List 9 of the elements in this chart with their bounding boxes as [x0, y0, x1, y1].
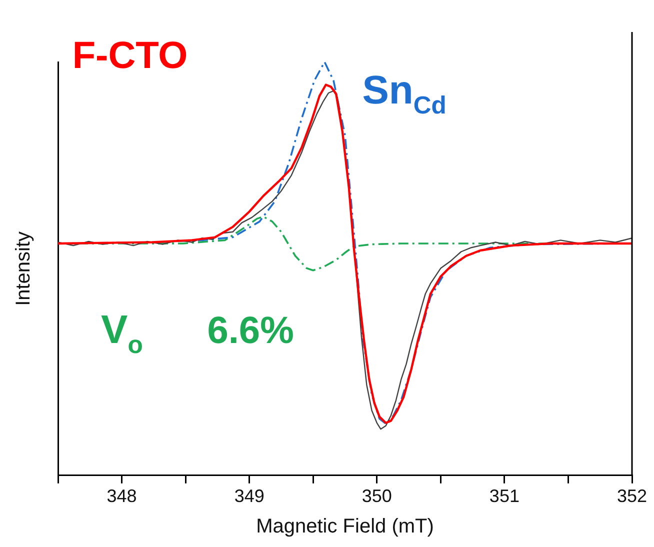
x-tick-label: 349 [234, 486, 264, 506]
annotation: F-CTO [72, 35, 188, 78]
annotation: 6.6% [207, 310, 294, 352]
y-axis-title: Intensity [12, 231, 35, 306]
x-tick-label: 348 [106, 486, 137, 506]
x-axis-title: Magnetic Field (mT) [256, 516, 434, 538]
x-tick-label: 351 [489, 486, 520, 506]
x-tick-label: 350 [362, 486, 392, 506]
x-tick-label: 352 [616, 486, 648, 506]
